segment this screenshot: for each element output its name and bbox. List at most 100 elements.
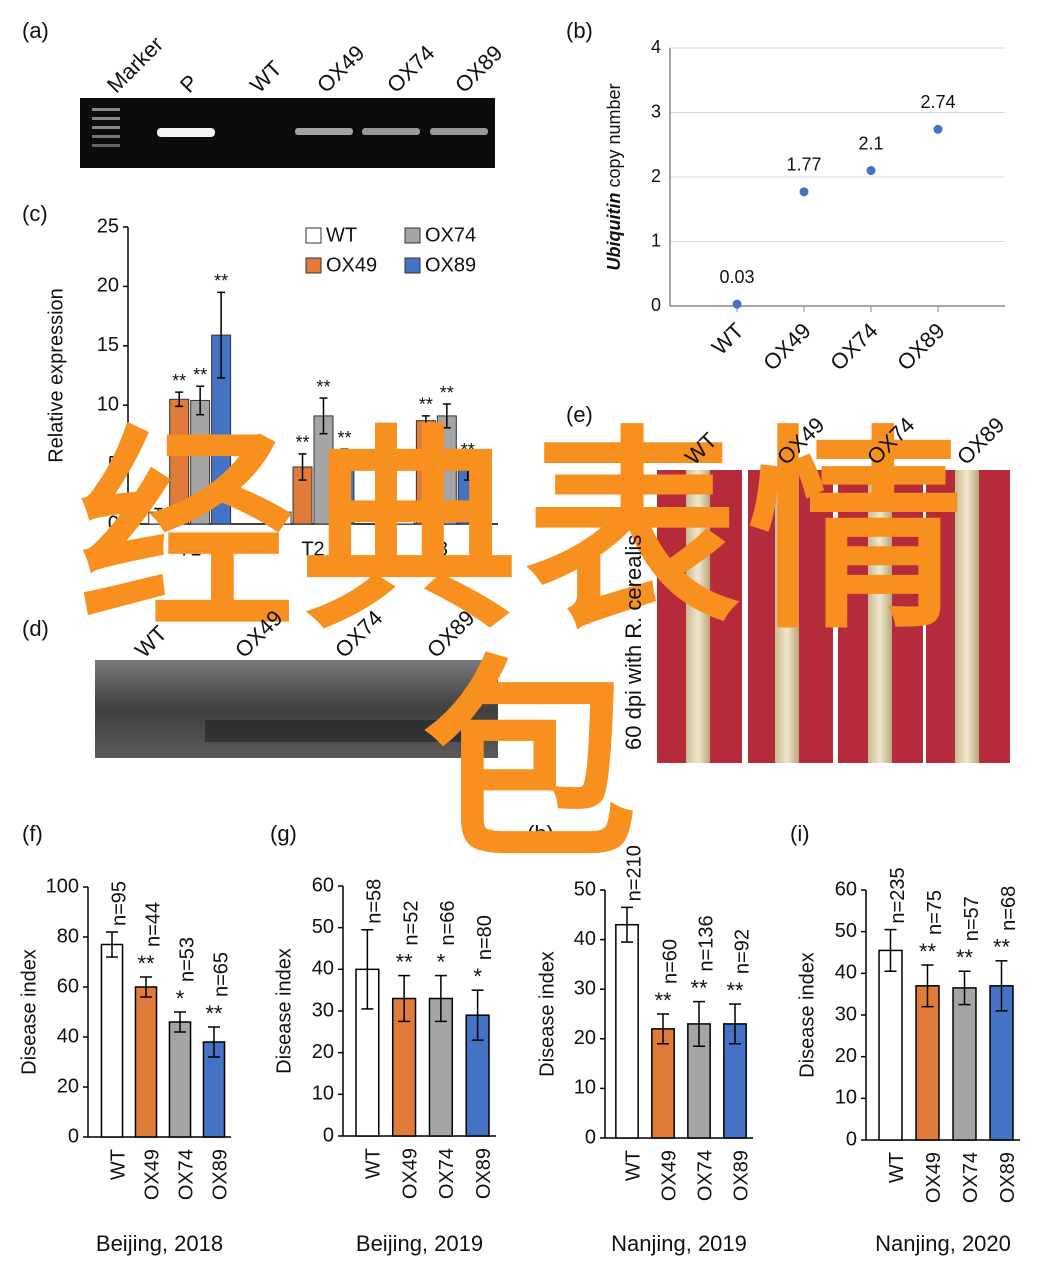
error-bar: [398, 974, 411, 1023]
x-tick-label: OX49: [923, 1152, 945, 1203]
significance: **: [296, 433, 310, 453]
legend-item: OX74: [404, 224, 476, 246]
lane-label: OX49: [312, 40, 369, 97]
legend-item: WT: [305, 224, 357, 246]
significance: *: [473, 964, 482, 989]
legend-item: OX89: [404, 254, 476, 276]
x-tick-label: T1: [178, 538, 201, 560]
y-tick-label: 60: [835, 878, 857, 900]
error-bar: [421, 415, 430, 427]
legend-swatch: [404, 227, 421, 244]
x-tick-label: WT: [107, 1149, 129, 1180]
x-tick-label: OX74: [960, 1152, 982, 1203]
gel-image: [80, 98, 495, 168]
panel-label: (i): [790, 821, 810, 846]
y-tick-label: 80: [57, 925, 79, 947]
error-bar: [621, 906, 633, 943]
watermark-text: 经典表情: [79, 407, 971, 658]
n-label: n=92: [731, 929, 753, 974]
y-tick-label: 0: [68, 1125, 79, 1147]
lane-label: OX89: [450, 40, 507, 97]
x-tick-label: WT: [363, 1148, 385, 1179]
significance: **: [956, 945, 974, 970]
error-bar: [340, 448, 349, 460]
bar: [134, 986, 158, 1138]
bar: [100, 943, 124, 1138]
y-tick-label: 40: [57, 1025, 79, 1047]
significance: **: [193, 365, 207, 385]
x-tick-label: OX49: [758, 318, 815, 375]
y-axis-label-italic: Ubiquitin: [604, 193, 624, 271]
error-bar: [361, 929, 374, 1010]
chart-title: Nanjing, 2019: [611, 1231, 747, 1256]
legend-label: OX74: [425, 224, 476, 246]
y-axis-label: Disease index: [273, 948, 295, 1074]
panel-label: (b): [566, 18, 593, 43]
lane-label: WT: [245, 56, 287, 98]
y-tick-label: 0: [846, 1128, 857, 1150]
data-label: 0.03: [719, 267, 754, 287]
error-bar: [319, 397, 328, 435]
y-tick-label: 2: [651, 166, 661, 186]
y-axis-label: Disease index: [536, 951, 558, 1077]
n-label: n=66: [437, 901, 459, 946]
significance: **: [654, 988, 672, 1013]
y-tick-label: 4: [651, 37, 661, 57]
error-bar: [277, 510, 286, 515]
error-bar: [693, 1000, 705, 1047]
significance: **: [440, 383, 454, 403]
significance: **: [919, 939, 937, 964]
y-tick-label: 10: [97, 393, 119, 415]
y-axis-label: Disease index: [796, 952, 818, 1078]
point: [732, 299, 742, 309]
chart-title: Nanjing, 2020: [875, 1231, 1011, 1256]
significance: **: [419, 395, 433, 415]
legend-swatch: [404, 257, 421, 274]
y-tick-label: 50: [835, 920, 857, 942]
x-tick-label: OX89: [730, 1150, 752, 1201]
blot-band: [205, 720, 475, 742]
data-label: 2.74: [920, 92, 955, 112]
lane-label: P: [175, 70, 203, 98]
x-tick-label: OX49: [658, 1150, 680, 1201]
y-tick-label: 20: [57, 1075, 79, 1097]
y-tick-label: 30: [574, 977, 596, 999]
y-axis-label: Relative expression: [45, 288, 67, 463]
legend-label: OX89: [425, 254, 476, 276]
legend-swatch: [305, 227, 322, 244]
n-label: n=53: [176, 937, 198, 982]
panel-label: (a): [22, 18, 49, 43]
point: [866, 166, 876, 176]
y-tick-label: 0: [108, 512, 119, 534]
x-tick-label: OX74: [694, 1150, 716, 1201]
y-tick-label: 3: [651, 101, 661, 121]
n-label: n=80: [474, 915, 496, 960]
legend-swatch: [305, 257, 322, 274]
stem-photos: [657, 470, 1010, 763]
y-tick-label: 100: [46, 875, 79, 897]
n-label: n=57: [961, 896, 983, 941]
point: [933, 124, 943, 134]
y-tick-label: 15: [97, 334, 119, 356]
n-label: n=235: [887, 867, 909, 923]
error-bar: [442, 403, 451, 429]
y-tick-label: 40: [312, 958, 334, 980]
error-bar: [657, 1013, 669, 1045]
n-label: n=210: [623, 845, 645, 901]
n-label: n=65: [210, 952, 232, 997]
error-bar: [140, 976, 152, 998]
significance: **: [172, 371, 186, 391]
lane-label: Marker: [102, 32, 168, 98]
point: [799, 187, 809, 197]
y-tick-label: 50: [312, 916, 334, 938]
error-bar: [298, 453, 307, 481]
x-tick-label: OX74: [175, 1149, 197, 1200]
y-tick-label: 0: [585, 1126, 596, 1148]
significance: **: [461, 440, 475, 460]
x-tick-label: OX89: [473, 1148, 495, 1199]
data-label: 2.1: [858, 133, 883, 153]
significance: *: [176, 986, 185, 1011]
x-tick-label: OX89: [892, 318, 949, 375]
error-bar: [175, 391, 184, 408]
error-bar: [729, 1003, 741, 1045]
